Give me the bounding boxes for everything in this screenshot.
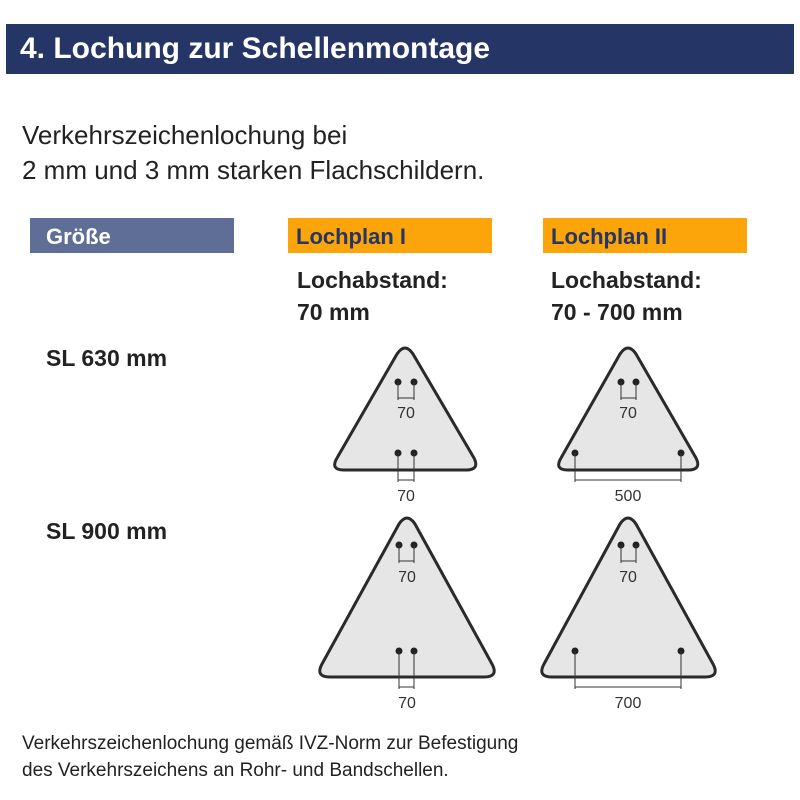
dim-630-plan1-bottom: 70 [397, 488, 415, 505]
dim-900-plan1-bottom: 70 [398, 695, 416, 712]
triangle-900-plan2: 70 700 [540, 516, 717, 712]
dim-630-plan1-top: 70 [397, 405, 415, 422]
page-title: 4. Lochung zur Schellenmontage [6, 24, 794, 74]
row-size-900: SL 900 mm [46, 518, 168, 544]
intro-line-2: 2 mm und 3 mm starken Flachschildern. [22, 155, 485, 185]
plan1-spacing: Lochabstand: 70 mm [297, 264, 448, 328]
plan2-header: Lochplan II [543, 218, 747, 253]
triangle-900-plan1: 70 70 [318, 516, 496, 712]
dim-630-plan2-bottom: 500 [615, 488, 642, 505]
footer-line-2: des Verkehrszeichens an Rohr- und Bandsc… [22, 760, 449, 781]
plan1-spacing-label: Lochabstand: [297, 267, 448, 293]
footer-line-1: Verkehrszeichenlochung gemäß IVZ-Norm zu… [22, 733, 519, 754]
triangle-630-plan1: 70 70 [333, 346, 478, 505]
plan2-spacing-label: Lochabstand: [551, 267, 702, 293]
plan1-spacing-value: 70 mm [297, 299, 370, 325]
triangle-630-plan2: 70 500 [557, 346, 700, 505]
dim-900-plan2-bottom: 700 [615, 695, 642, 712]
plan2-spacing-value: 70 - 700 mm [551, 299, 683, 325]
intro-line-1: Verkehrszeichenlochung bei [22, 120, 348, 150]
plan1-header: Lochplan I [288, 218, 492, 253]
dim-900-plan2-top: 70 [619, 569, 637, 586]
plan2-spacing: Lochabstand: 70 - 700 mm [551, 264, 702, 328]
size-header: Größe [30, 218, 234, 253]
footer-note: Verkehrszeichenlochung gemäß IVZ-Norm zu… [22, 730, 518, 784]
dim-630-plan2-top: 70 [619, 405, 637, 422]
dim-900-plan1-top: 70 [398, 569, 416, 586]
row-size-630: SL 630 mm [46, 345, 168, 371]
